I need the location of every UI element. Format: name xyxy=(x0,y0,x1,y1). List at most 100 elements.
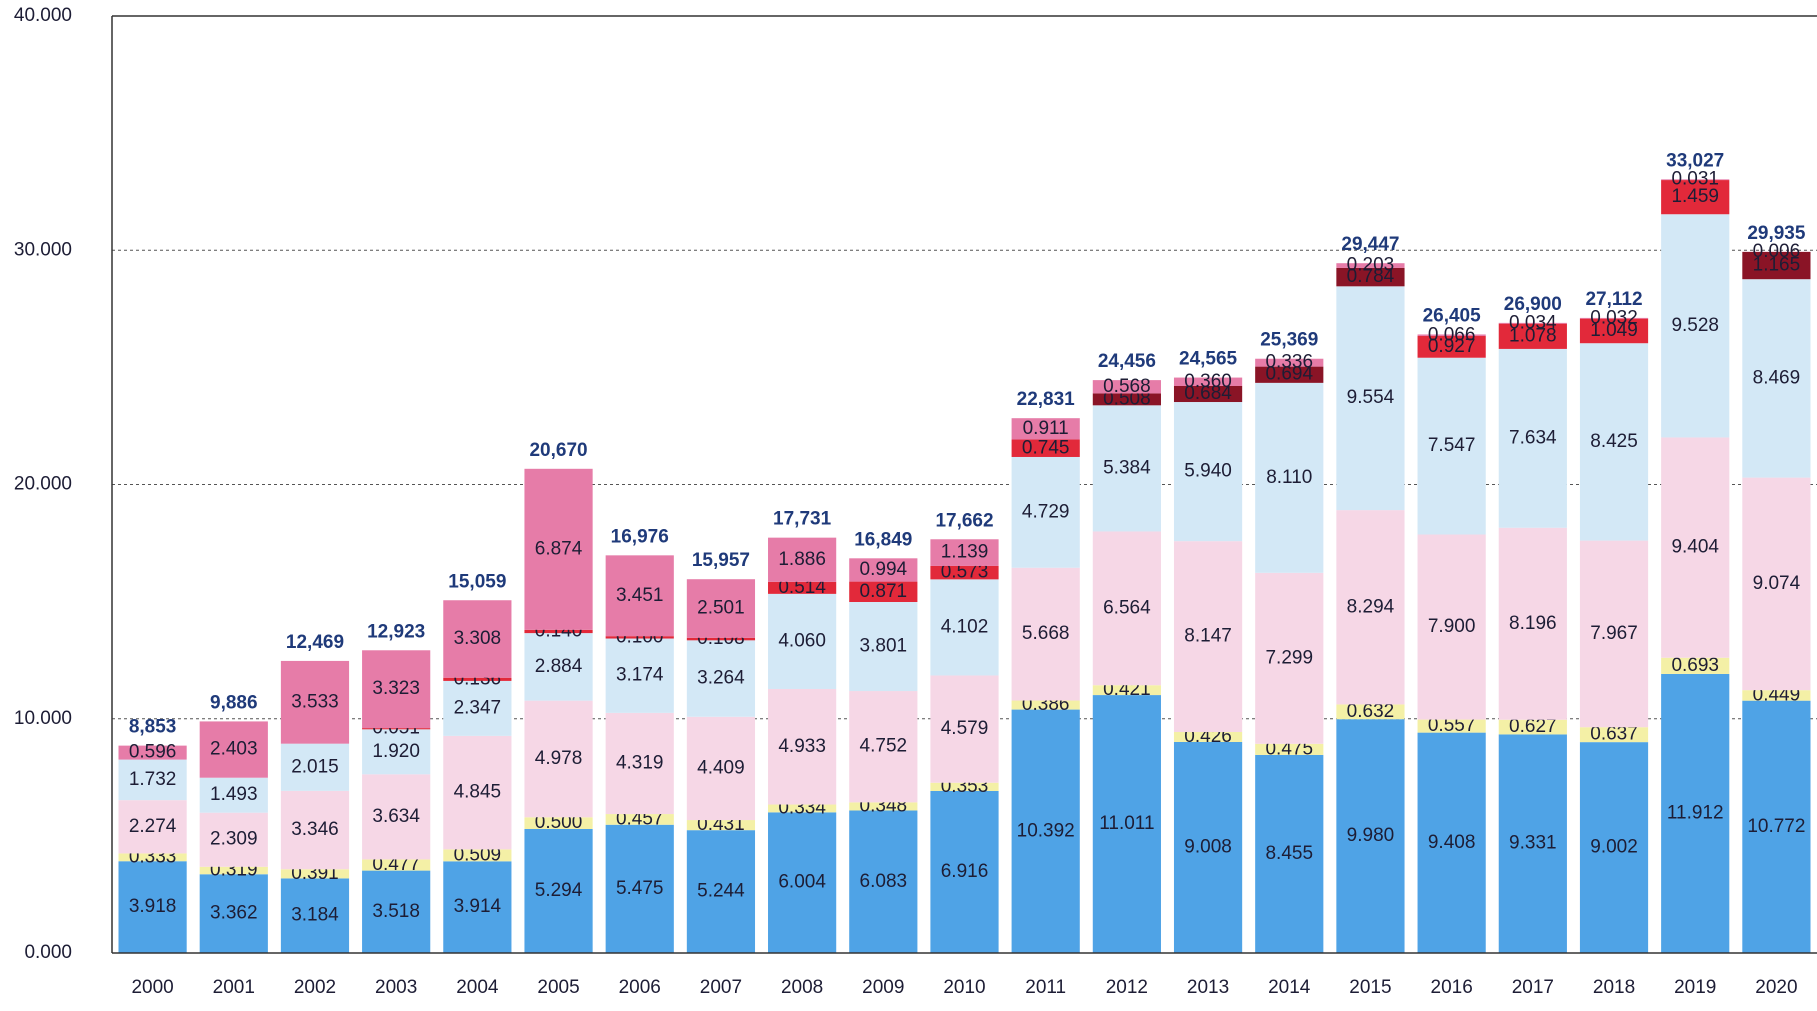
data-label: 7.547 xyxy=(1428,435,1476,456)
total-label: 26,405 xyxy=(1423,305,1482,326)
data-label: 2.501 xyxy=(697,598,745,619)
data-label: 6.564 xyxy=(1103,597,1151,618)
total-label: 8,853 xyxy=(129,717,177,738)
data-label: 0.596 xyxy=(129,742,177,763)
data-label: 2.274 xyxy=(129,816,177,837)
data-label: 3.914 xyxy=(454,896,502,917)
data-label: 8.196 xyxy=(1509,613,1557,634)
data-label: 0.693 xyxy=(1671,655,1719,676)
data-label: 0.745 xyxy=(1022,437,1070,458)
x-tick-label: 2009 xyxy=(862,977,904,998)
data-label: 6.004 xyxy=(778,872,826,893)
total-label: 17,662 xyxy=(935,510,993,531)
data-label: 3.264 xyxy=(697,668,745,689)
x-tick-label: 2019 xyxy=(1674,977,1716,998)
data-label: 9.331 xyxy=(1509,833,1557,854)
y-tick-label: 30.000 xyxy=(14,239,72,260)
x-tick-label: 2010 xyxy=(943,977,985,998)
x-tick-label: 2011 xyxy=(1025,977,1066,998)
data-label: 4.933 xyxy=(778,736,826,757)
x-tick-label: 2004 xyxy=(456,977,499,998)
total-label: 15,957 xyxy=(692,550,750,571)
total-label: 9,886 xyxy=(210,692,258,713)
data-label: 3.174 xyxy=(616,665,664,686)
x-tick-label: 2020 xyxy=(1755,977,1797,998)
data-label: 9.980 xyxy=(1347,825,1395,846)
total-label: 33,027 xyxy=(1666,150,1724,171)
x-tick-label: 2002 xyxy=(294,977,336,998)
x-tick-label: 2008 xyxy=(781,977,823,998)
total-label: 12,469 xyxy=(286,632,344,653)
x-tick-label: 2015 xyxy=(1349,977,1391,998)
total-label: 16,976 xyxy=(611,526,669,547)
data-label: 0.032 xyxy=(1590,307,1638,328)
data-label: 4.060 xyxy=(778,630,826,651)
data-label: 8.425 xyxy=(1590,431,1638,452)
data-label: 4.729 xyxy=(1022,501,1070,522)
data-label: 1.732 xyxy=(129,769,177,790)
data-label: 0.994 xyxy=(860,559,908,580)
data-label: 4.579 xyxy=(941,718,989,739)
x-tick-label: 2012 xyxy=(1106,977,1148,998)
y-tick-label: 20.000 xyxy=(14,474,72,495)
data-label: 2.403 xyxy=(210,739,258,760)
x-tick-label: 2001 xyxy=(213,977,255,998)
data-label: 5.475 xyxy=(616,878,664,899)
total-label: 24,456 xyxy=(1098,351,1156,372)
data-label: 8.455 xyxy=(1265,843,1313,864)
data-label: 0.006 xyxy=(1753,241,1801,262)
data-label: 5.294 xyxy=(535,880,583,901)
total-label: 20,670 xyxy=(529,440,587,461)
data-label: 10.392 xyxy=(1017,820,1075,841)
data-label: 0.568 xyxy=(1103,376,1151,397)
x-tick-label: 2007 xyxy=(700,977,742,998)
data-label: 11.912 xyxy=(1667,802,1724,823)
data-label: 2.884 xyxy=(535,656,583,677)
x-tick-label: 2005 xyxy=(537,977,579,998)
data-label: 3.918 xyxy=(129,896,177,917)
data-label: 9.002 xyxy=(1590,837,1638,858)
total-label: 24,565 xyxy=(1179,349,1238,370)
data-label: 5.244 xyxy=(697,881,745,902)
data-label: 6.916 xyxy=(941,861,989,882)
data-label: 3.801 xyxy=(860,636,908,657)
data-label: 4.978 xyxy=(535,748,583,769)
y-tick-label: 0.000 xyxy=(24,942,72,963)
data-label: 3.323 xyxy=(372,678,420,699)
data-label: 1.493 xyxy=(210,784,258,805)
total-label: 27,112 xyxy=(1585,289,1642,310)
data-label: 8.469 xyxy=(1753,367,1801,388)
data-label: 3.533 xyxy=(291,691,339,712)
data-label: 0.871 xyxy=(860,581,908,602)
data-label: 9.404 xyxy=(1671,537,1719,558)
x-tick-label: 2013 xyxy=(1187,977,1229,998)
data-label: 3.362 xyxy=(210,903,258,924)
data-label: 1.139 xyxy=(941,542,989,563)
data-label: 0.203 xyxy=(1347,255,1395,276)
data-label: 4.319 xyxy=(616,752,664,773)
y-tick-label: 40.000 xyxy=(14,5,72,26)
x-tick-label: 2017 xyxy=(1512,977,1554,998)
data-label: 0.031 xyxy=(1671,169,1719,190)
data-label: 3.634 xyxy=(372,806,420,827)
data-label: 8.110 xyxy=(1266,467,1312,488)
data-label: 3.308 xyxy=(454,628,502,649)
x-tick-label: 2014 xyxy=(1268,977,1311,998)
data-label: 9.528 xyxy=(1671,315,1719,336)
data-label: 7.967 xyxy=(1590,623,1638,644)
data-label: 0.066 xyxy=(1428,324,1476,345)
data-label: 5.384 xyxy=(1103,457,1151,478)
data-label: 0.034 xyxy=(1509,312,1557,333)
data-label: 0.360 xyxy=(1184,371,1232,392)
data-label: 4.409 xyxy=(697,757,745,778)
x-tick-label: 2016 xyxy=(1431,977,1473,998)
data-label: 11.011 xyxy=(1099,813,1154,834)
data-label: 5.668 xyxy=(1022,623,1070,644)
data-label: 9.554 xyxy=(1347,387,1395,408)
data-label: 7.634 xyxy=(1509,427,1557,448)
data-label: 9.074 xyxy=(1753,573,1801,594)
data-label: 5.940 xyxy=(1184,461,1232,482)
data-label: 9.008 xyxy=(1184,837,1232,858)
x-tick-label: 2018 xyxy=(1593,977,1635,998)
total-label: 22,831 xyxy=(1017,389,1076,410)
